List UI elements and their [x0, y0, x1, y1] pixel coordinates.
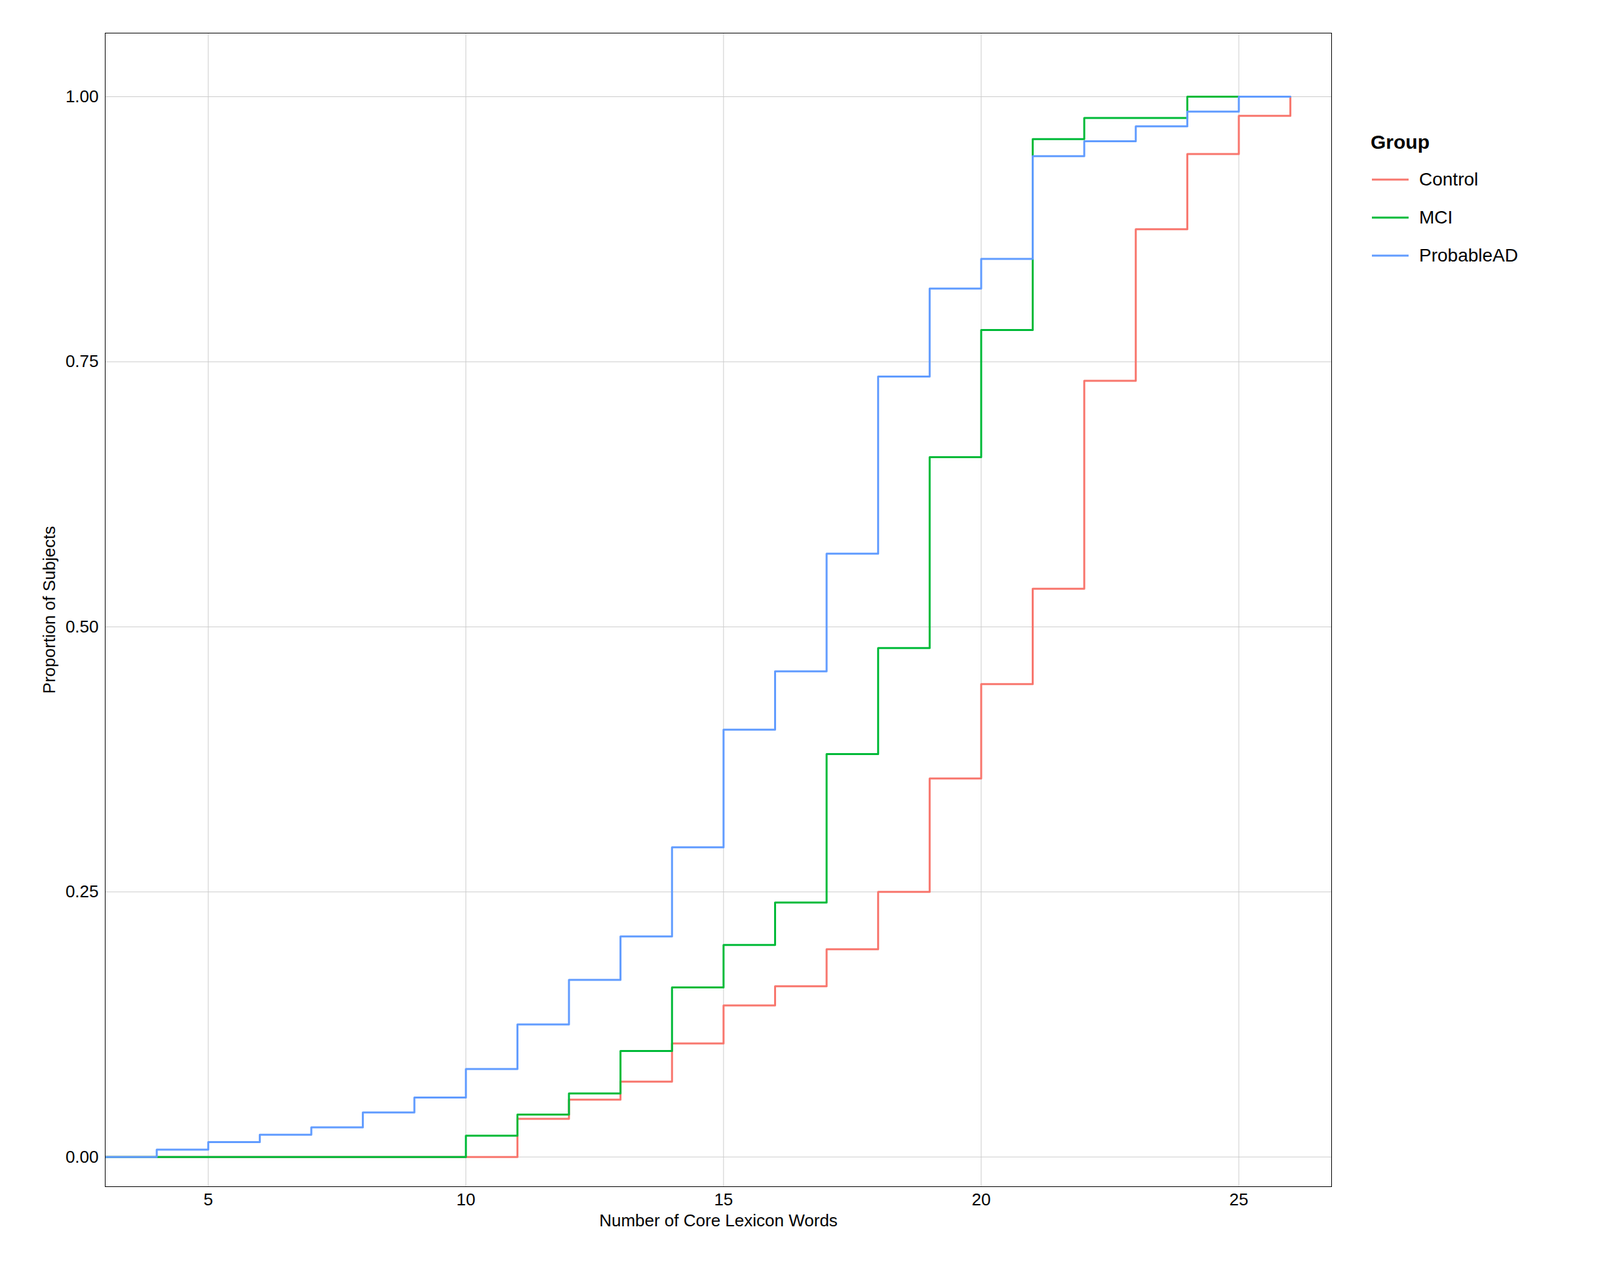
svg-text:Number of Core Lexicon Words: Number of Core Lexicon Words: [599, 1210, 838, 1231]
svg-text:5: 5: [203, 1189, 213, 1210]
html-text:Control: Control: [1419, 169, 1479, 190]
svg-text:15: 15: [713, 1189, 733, 1210]
svg-text:0.50: 0.50: [65, 616, 99, 637]
svg-text:0.75: 0.75: [65, 351, 99, 371]
svg-text:0.25: 0.25: [65, 881, 99, 902]
svg-text:25: 25: [1229, 1189, 1249, 1210]
svg-text:10: 10: [456, 1189, 476, 1210]
svg-text:1.00: 1.00: [65, 86, 99, 107]
html-text:Group: Group: [1370, 131, 1430, 153]
html-text:ProbableAD: ProbableAD: [1419, 245, 1519, 266]
svg-text:20: 20: [971, 1189, 991, 1210]
svg-text:0.00: 0.00: [65, 1147, 99, 1167]
svg-text:Proportion of Subjects: Proportion of Subjects: [39, 526, 59, 695]
html-text:MCI: MCI: [1419, 207, 1453, 228]
